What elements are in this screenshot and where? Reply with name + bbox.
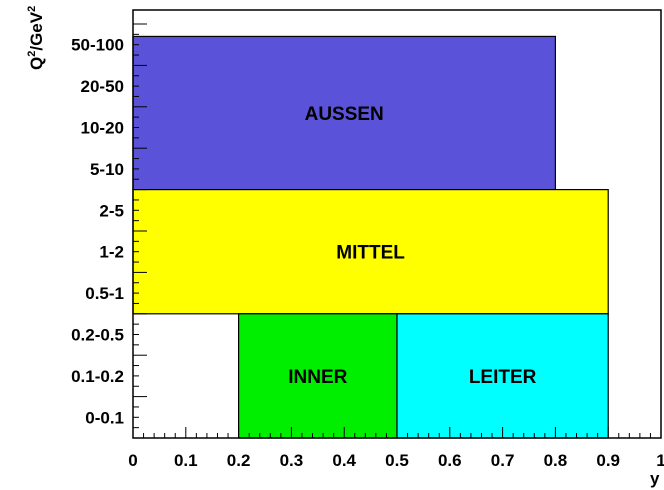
x-axis-label: y (650, 469, 660, 488)
y-tick-label: 0-0.1 (85, 408, 124, 427)
x-tick-label: 0.7 (491, 451, 515, 470)
y-axis-label: Q2/GeV2 (26, 6, 46, 70)
region-label-leiter: LEITER (469, 367, 537, 388)
region-label-aussen: AUSSEN (305, 104, 384, 125)
x-tick-label: 0.8 (544, 451, 568, 470)
y-tick-label: 0.5-1 (85, 284, 124, 303)
x-tick-label: 0.6 (438, 451, 462, 470)
regions (132, 35, 609, 439)
x-tick-label: 0.3 (280, 451, 304, 470)
region-label-mittel: MITTEL (336, 243, 405, 264)
y-tick-label: 0.2-0.5 (71, 326, 124, 345)
y-tick-label: 1-2 (99, 243, 124, 262)
x-tick-label: 0.2 (227, 451, 251, 470)
y-tick-label: 10-20 (81, 119, 124, 138)
region-labels: AUSSEN MITTEL INNER LEITER (288, 104, 536, 388)
y-axis-label-mid: /GeV (27, 11, 46, 50)
y-axis: 0-0.1 0.1-0.2 0.2-0.5 0.5-1 1-2 2-5 5-10 10-20 2… (71, 23, 147, 439)
y-tick-label: 50-100 (71, 36, 124, 55)
y-tick-label: 0.1-0.2 (71, 367, 124, 386)
x-tick-label: 0.9 (596, 451, 620, 470)
x-tick-label: 0.4 (332, 451, 356, 470)
y-tick-label: 5-10 (90, 160, 124, 179)
region-label-inner: INNER (288, 367, 347, 388)
region-leiter (396, 313, 609, 439)
region-mittel (132, 189, 609, 315)
y-tick-label: 2-5 (99, 201, 124, 220)
x-tick-label: 0.5 (385, 451, 409, 470)
y-tick-label: 20-50 (81, 77, 124, 96)
region-inner (238, 313, 398, 439)
x-tick-label: 1 (656, 451, 664, 470)
x-tick-label: 0.1 (174, 451, 198, 470)
y-axis-label-base: Q (27, 57, 46, 70)
y-axis-label-sup1: 2 (26, 51, 38, 57)
x-axis: 0 0.1 0.2 0.3 0.4 0.5 0.6 0.7 0.8 0.9 1 (128, 427, 664, 470)
region-aussen (132, 35, 556, 191)
y-axis-label-sup2: 2 (26, 6, 38, 12)
x-tick-label: 0 (128, 451, 137, 470)
